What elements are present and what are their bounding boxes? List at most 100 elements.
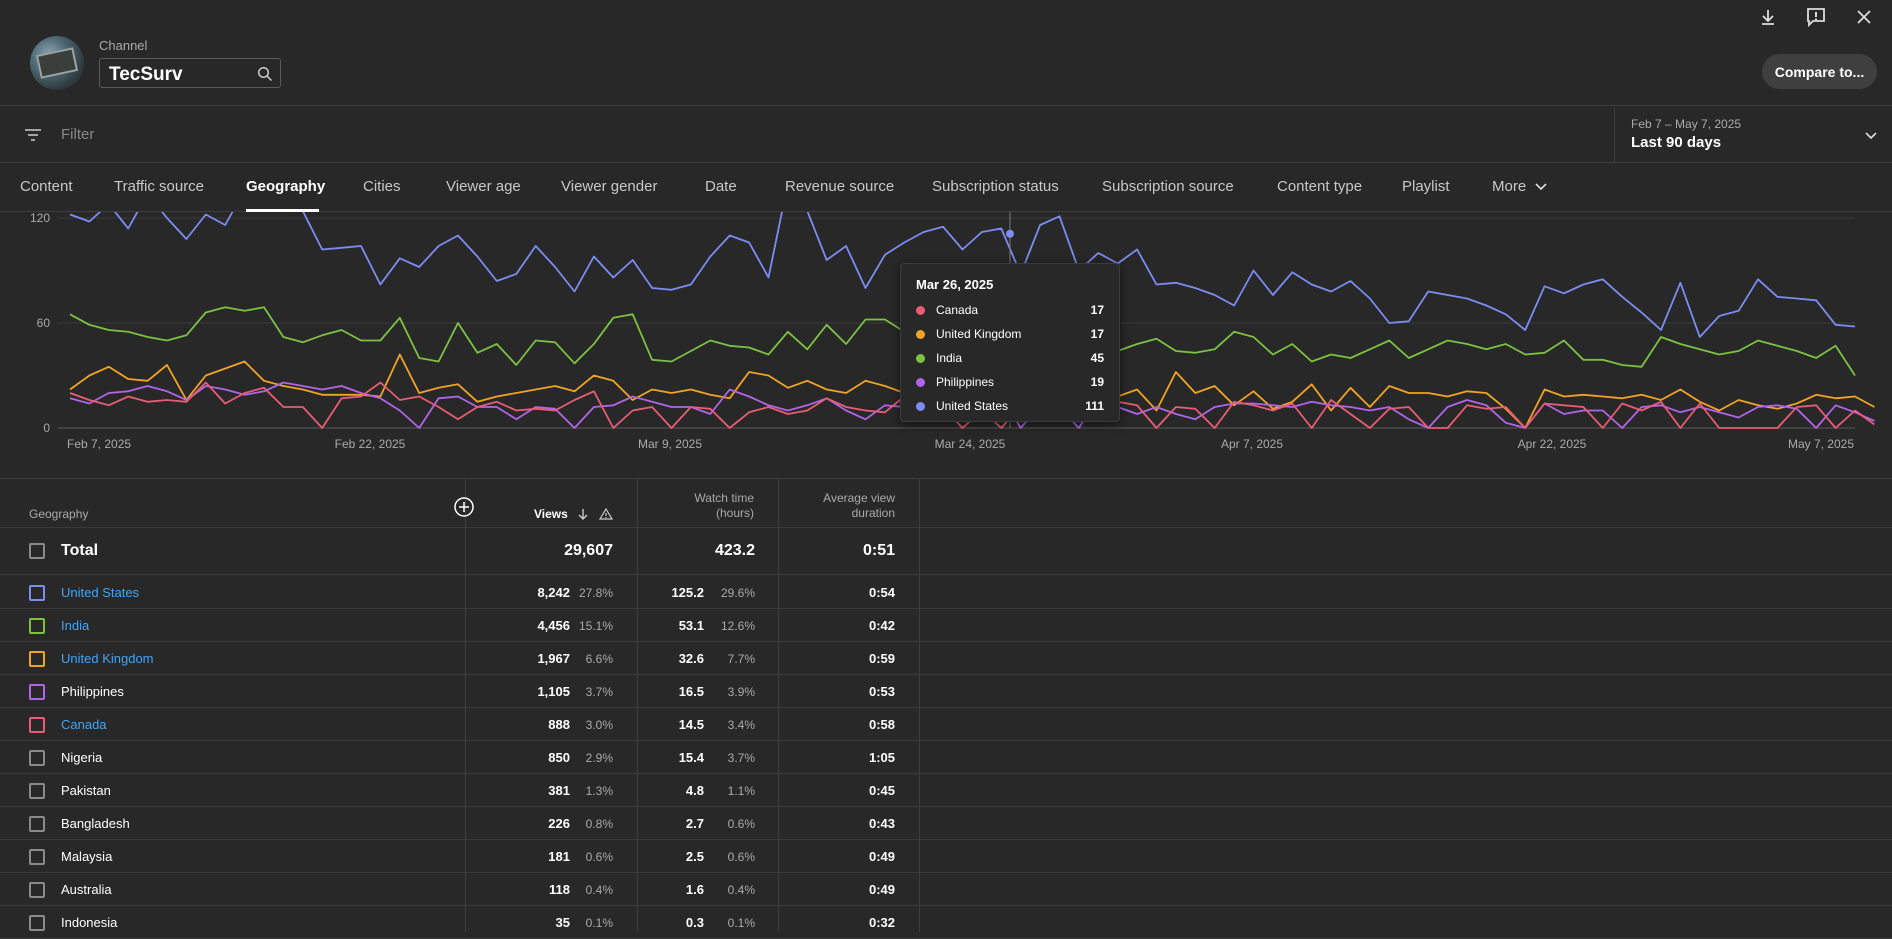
tooltip-series-name: Philippines <box>936 375 995 389</box>
sort-arrow-down-icon[interactable] <box>569 500 597 528</box>
row-checkbox[interactable] <box>29 684 45 700</box>
header-watch-time[interactable]: Watch time (hours) <box>656 491 754 521</box>
tooltip-series-name: India <box>936 351 963 365</box>
filter-input[interactable]: Filter <box>61 126 95 143</box>
average-view-duration-value: 0:32 <box>868 915 895 930</box>
watch-time-percent: 3.7% <box>727 751 755 765</box>
chevron-down-icon[interactable] <box>1857 121 1885 149</box>
watch-time-percent: 3.4% <box>727 718 755 732</box>
tab-content-type[interactable]: Content type <box>1277 178 1363 195</box>
tab-viewer-gender[interactable]: Viewer gender <box>561 178 658 195</box>
x-tick-label: Apr 22, 2025 <box>1518 437 1587 451</box>
tooltip-row: India 45 <box>916 350 1104 370</box>
x-tick-label: Apr 7, 2025 <box>1221 437 1283 451</box>
warning-icon[interactable] <box>592 500 620 528</box>
views-value: 381 <box>548 783 570 798</box>
tab-revenue-source[interactable]: Revenue source <box>785 178 895 195</box>
series-line-united-states[interactable] <box>69 212 1856 338</box>
tab-geography[interactable]: Geography <box>246 178 326 195</box>
tooltip-series-name: United Kingdom <box>936 327 1022 341</box>
views-percent: 3.7% <box>585 685 613 699</box>
close-icon[interactable] <box>1850 3 1878 31</box>
country-name: Australia <box>61 882 112 897</box>
legend-dot <box>916 354 925 363</box>
tooltip-row: United States 111 <box>916 398 1104 418</box>
tab-content[interactable]: Content <box>20 178 73 195</box>
total-checkbox[interactable] <box>29 543 45 559</box>
channel-picker[interactable]: TecSurv <box>99 58 281 88</box>
total-label: Total <box>61 542 99 559</box>
header-geography[interactable]: Geography <box>29 507 89 521</box>
watch-time-percent: 0.1% <box>727 916 755 930</box>
country-name: Bangladesh <box>61 816 130 831</box>
feedback-icon[interactable] <box>1802 3 1830 31</box>
tab-more[interactable]: More <box>1492 178 1548 195</box>
watch-time-value: 0.3 <box>685 915 704 930</box>
header-average-view-duration[interactable]: Average view duration <box>798 491 895 521</box>
row-checkbox[interactable] <box>29 618 45 634</box>
search-icon[interactable] <box>250 59 280 89</box>
row-checkbox[interactable] <box>29 816 45 832</box>
add-column-icon[interactable] <box>450 493 478 521</box>
tab-cities[interactable]: Cities <box>363 178 401 195</box>
table-row: Australia 118 0.4% 1.6 0.4% 0:49 <box>0 873 1892 906</box>
country-name[interactable]: India <box>61 618 90 633</box>
column-divider <box>637 479 638 932</box>
row-checkbox[interactable] <box>29 651 45 667</box>
watch-time-percent: 0.6% <box>727 850 755 864</box>
compare-button[interactable]: Compare to... <box>1762 54 1877 89</box>
geography-table: Geography Views Watch time (hours) Avera… <box>0 478 1892 939</box>
tab-subscription-status[interactable]: Subscription status <box>932 178 1059 195</box>
date-range-picker[interactable]: Feb 7 – May 7, 2025 Last 90 days <box>1614 107 1892 163</box>
views-percent: 2.9% <box>585 751 613 765</box>
views-percent: 1.3% <box>585 784 613 798</box>
filter-bar: Filter Feb 7 – May 7, 2025 Last 90 days <box>0 107 1892 163</box>
country-name[interactable]: Canada <box>61 717 107 732</box>
tab-viewer-age[interactable]: Viewer age <box>446 178 521 195</box>
views-value: 4,456 <box>537 618 570 633</box>
total-watch-time: 423.2 <box>714 542 755 559</box>
average-view-duration-value: 0:54 <box>868 585 895 600</box>
average-view-duration-value: 0:49 <box>868 882 895 897</box>
row-checkbox[interactable] <box>29 717 45 733</box>
table-row: United States 8,242 27.8% 125.2 29.6% 0:54 <box>0 576 1892 609</box>
watch-time-value: 4.8 <box>685 783 704 798</box>
country-name[interactable]: United States <box>61 585 140 600</box>
table-row: Philippines 1,105 3.7% 16.5 3.9% 0:53 <box>0 675 1892 708</box>
country-name: Malaysia <box>61 849 113 864</box>
row-checkbox[interactable] <box>29 915 45 931</box>
y-tick-label: 120 <box>30 212 50 225</box>
chart-tooltip: Mar 26, 2025 Canada 17 United Kingdom 17… <box>900 263 1120 422</box>
legend-dot <box>916 306 925 315</box>
tooltip-row: Philippines 19 <box>916 374 1104 394</box>
x-tick-label: May 7, 2025 <box>1788 437 1854 451</box>
row-checkbox[interactable] <box>29 585 45 601</box>
tab-date[interactable]: Date <box>705 178 737 195</box>
views-value: 8,242 <box>537 585 570 600</box>
header-views[interactable]: Views <box>534 507 568 521</box>
column-divider <box>465 479 466 932</box>
row-checkbox[interactable] <box>29 750 45 766</box>
row-checkbox[interactable] <box>29 849 45 865</box>
watch-time-value: 2.5 <box>685 849 704 864</box>
watch-time-value: 125.2 <box>671 585 704 600</box>
average-view-duration-value: 0:53 <box>868 684 895 699</box>
tooltip-row: Canada 17 <box>916 302 1104 322</box>
download-icon[interactable] <box>1754 3 1782 31</box>
tab-traffic-source[interactable]: Traffic source <box>114 178 205 195</box>
tab-subscription-source[interactable]: Subscription source <box>1102 178 1234 195</box>
legend-dot <box>916 330 925 339</box>
tooltip-row: United Kingdom 17 <box>916 326 1104 346</box>
country-name[interactable]: United Kingdom <box>61 651 154 666</box>
tooltip-date: Mar 26, 2025 <box>916 277 994 292</box>
tooltip-series-value: 19 <box>1090 375 1104 389</box>
row-checkbox[interactable] <box>29 783 45 799</box>
filter-icon[interactable] <box>19 121 47 149</box>
watch-time-percent: 7.7% <box>727 652 755 666</box>
average-view-duration-value: 0:58 <box>868 717 895 732</box>
watch-time-value: 15.4 <box>678 750 704 765</box>
tab-playlist[interactable]: Playlist <box>1402 178 1450 195</box>
tooltip-series-value: 17 <box>1090 303 1104 317</box>
row-checkbox[interactable] <box>29 882 45 898</box>
average-view-duration-value: 0:43 <box>868 816 895 831</box>
